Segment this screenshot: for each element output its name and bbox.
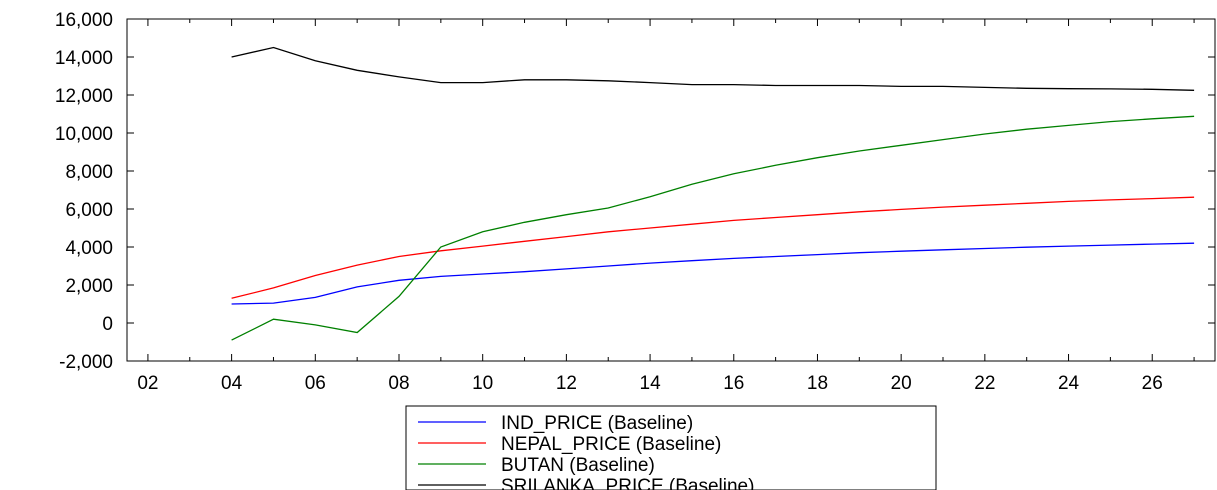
x-tick-label: 22 [974, 373, 995, 394]
y-tick-label: 12,000 [55, 86, 113, 107]
x-tick-label: 04 [221, 373, 243, 394]
legend-label: BUTAN (Baseline) [501, 455, 655, 476]
series-line-0 [231, 242, 1195, 305]
x-tick-label: 14 [640, 373, 662, 394]
y-tick-label: -2,000 [59, 352, 113, 373]
y-axis: -2,000 0 2,000 4,000 6,000 8,000 10,000 12,000 1… [55, 10, 1215, 373]
x-tick-label: 08 [388, 373, 409, 394]
y-tick-label: 4,000 [65, 238, 113, 259]
legend-label: SRILANKA_PRICE (Baseline) [501, 476, 754, 490]
x-tick-label: 24 [1058, 373, 1080, 394]
y-tick-label: 8,000 [65, 162, 113, 183]
y-tick-label: 16,000 [55, 10, 113, 31]
x-tick-label: 16 [723, 373, 744, 394]
series-line-2 [231, 115, 1195, 341]
y-tick-label: 0 [102, 314, 113, 335]
x-tick-label: 06 [305, 373, 326, 394]
y-tick-label: 2,000 [65, 276, 113, 297]
x-tick-label: 18 [807, 373, 828, 394]
series-lines [231, 46, 1195, 341]
legend-box [405, 405, 937, 490]
series-line-1 [231, 196, 1195, 299]
y-tick-label: 14,000 [55, 48, 113, 69]
x-tick-label: 02 [137, 373, 158, 394]
y-tick-label: 10,000 [55, 124, 113, 145]
y-tick-label: 6,000 [65, 200, 113, 221]
x-tick-label: 12 [556, 373, 577, 394]
legend-label: NEPAL_PRICE (Baseline) [501, 434, 721, 455]
series-line-3 [231, 46, 1195, 91]
legend: IND_PRICE (Baseline)NEPAL_PRICE (Baselin… [405, 405, 937, 490]
x-tick-label: 10 [472, 373, 493, 394]
x-tick-label: 20 [891, 373, 912, 394]
legend-label: IND_PRICE (Baseline) [501, 413, 693, 434]
x-tick-label: 26 [1142, 373, 1163, 394]
x-axis: 02 04 06 08 10 12 14 16 18 20 22 24 26 [137, 19, 1195, 394]
